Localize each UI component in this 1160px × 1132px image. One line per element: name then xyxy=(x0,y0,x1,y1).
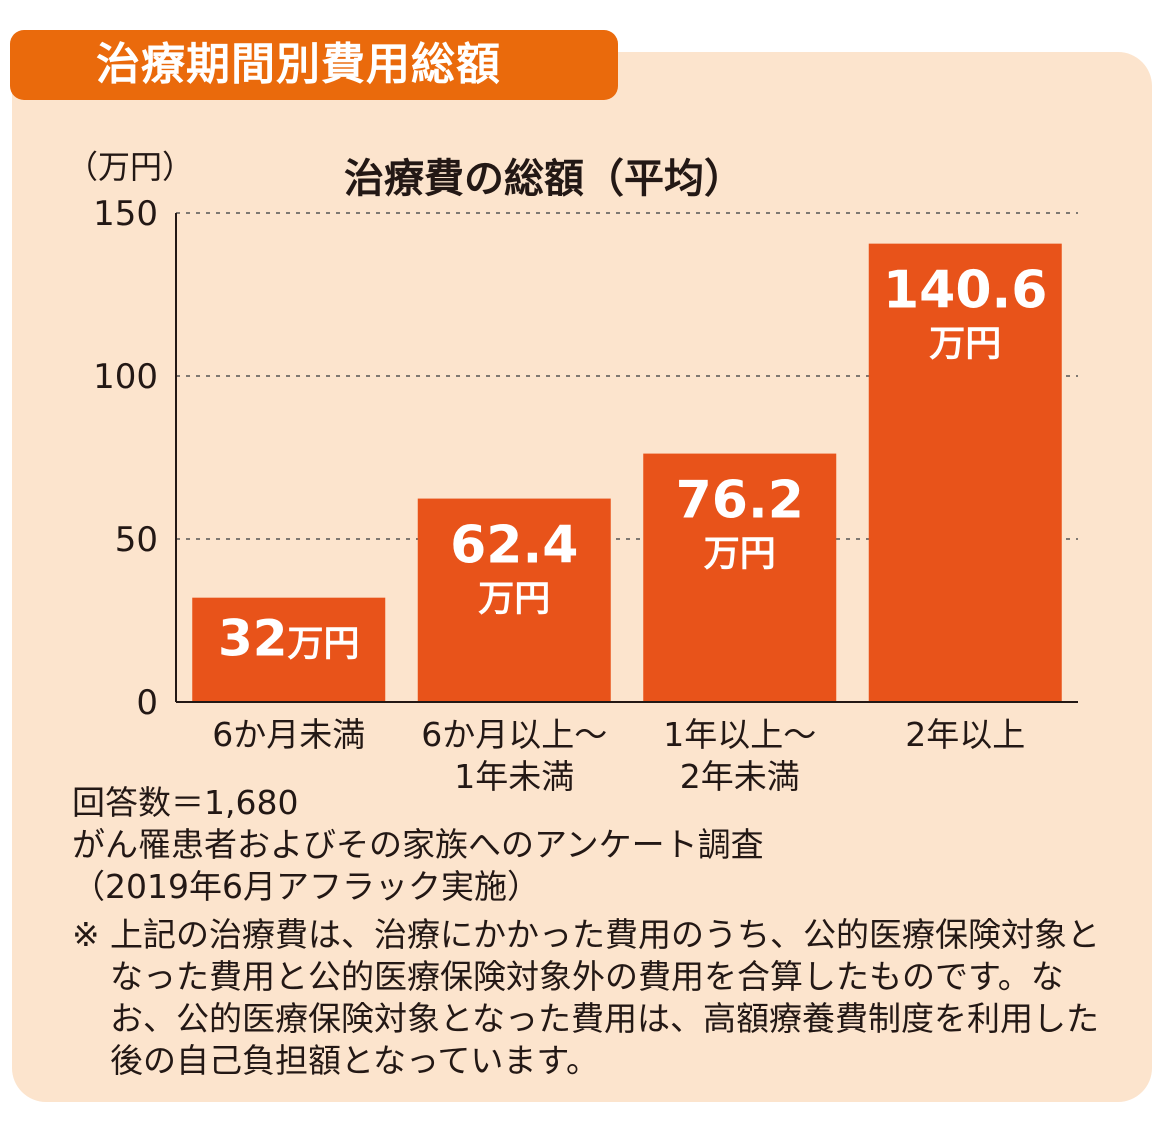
bar-data-value: 76.2 xyxy=(676,471,804,531)
y-tick-label: 0 xyxy=(136,683,158,723)
bar xyxy=(417,498,611,702)
x-tick-label: 2年未満 xyxy=(680,757,800,796)
note-text: 上記の治療費は、治療にかかった費用のうち、公的医療保険対象となった費用と公的医療… xyxy=(110,915,1100,1080)
y-axis-unit-label: （万円） xyxy=(66,148,195,186)
note-mark: ※ xyxy=(72,915,100,954)
bar-chart: 32万円6か月未満62.4万円6か月以上〜1年未満76.2万円1年以上〜2年未満… xyxy=(93,194,1078,796)
x-tick-label: 2年以上 xyxy=(905,715,1025,754)
bar xyxy=(192,597,386,702)
footnote-respondents: 回答数＝1,680 xyxy=(72,783,299,822)
chart-title: 治療費の総額（平均） xyxy=(344,156,744,202)
x-tick-label: 6か月未満 xyxy=(212,715,365,754)
bar-data-unit: 万円 xyxy=(478,579,550,620)
x-tick-label: 6か月以上〜 xyxy=(421,715,607,754)
footnotes: 回答数＝1,680 がん罹患者およびその家族へのアンケート調査 （2019年6月… xyxy=(72,782,764,908)
y-tick-label: 100 xyxy=(93,357,158,397)
bar-data-unit: 万円 xyxy=(929,324,1001,365)
bar-data-unit: 万円 xyxy=(704,534,776,575)
bar-data-label: 32万円 xyxy=(218,610,360,668)
footnote-date: （2019年6月アフラック実施） xyxy=(72,867,540,906)
disclaimer-note: ※ 上記の治療費は、治療にかかった費用のうち、公的医療保険対象となった費用と公的… xyxy=(72,914,1122,1082)
y-tick-label: 50 xyxy=(115,520,158,560)
bar-data-value: 140.6 xyxy=(883,261,1047,321)
bar-data-value: 62.4 xyxy=(450,516,578,576)
x-tick-label: 1年以上〜 xyxy=(663,715,816,754)
x-tick-label: 1年未満 xyxy=(454,757,574,796)
bar xyxy=(643,453,837,702)
footnote-survey: がん罹患者およびその家族へのアンケート調査 xyxy=(72,825,764,864)
y-tick-label: 150 xyxy=(93,194,158,234)
header-title: 治療期間別費用総額 xyxy=(10,30,618,100)
bar xyxy=(868,243,1062,703)
